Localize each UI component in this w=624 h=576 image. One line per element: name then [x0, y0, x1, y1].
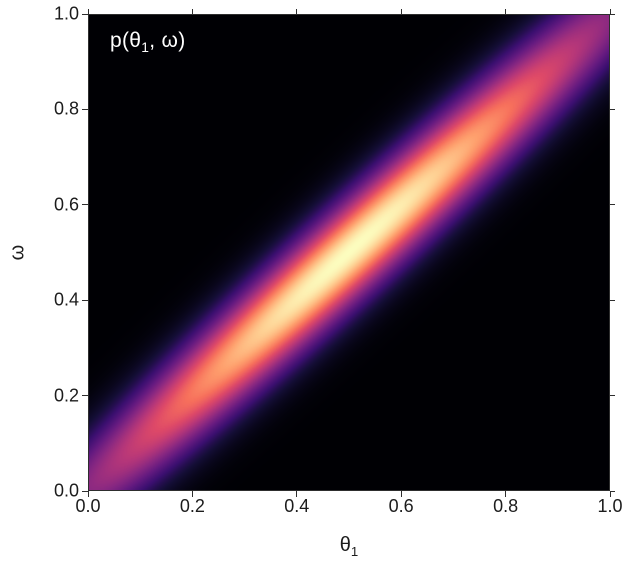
y-axis-label: ω — [6, 244, 29, 261]
plot-area: p(θ1, ω) — [88, 14, 610, 491]
tick-mark — [191, 9, 193, 14]
x-tick-label: 0.4 — [284, 496, 310, 516]
y-tick-label: 1.0 — [53, 3, 79, 24]
annotation-text-suffix: , ω) — [149, 29, 186, 52]
x-tick-label: 1.0 — [597, 496, 623, 516]
tick-mark — [610, 299, 615, 301]
tick-mark — [82, 204, 88, 206]
tick-mark — [505, 491, 507, 497]
tick-mark — [87, 491, 89, 497]
y-tick-label: 0.8 — [53, 99, 79, 120]
x-tick-label: 0.0 — [75, 496, 101, 516]
tick-mark — [82, 13, 88, 15]
y-tick-label: 0.0 — [53, 480, 79, 501]
tick-mark — [296, 9, 298, 14]
tick-mark — [296, 491, 298, 497]
tick-mark — [610, 204, 615, 206]
tick-mark — [505, 9, 507, 14]
x-tick-label: 0.2 — [179, 496, 205, 516]
y-axis-label-strip: ω — [0, 14, 36, 491]
density-annotation: p(θ1, ω) — [110, 29, 186, 55]
x-axis-label: θ1 — [88, 534, 610, 559]
y-tick-label: 0.4 — [53, 289, 79, 310]
tick-mark — [610, 490, 615, 492]
x-axis-label-text: θ — [339, 534, 351, 556]
tick-mark — [400, 491, 402, 497]
tick-mark — [400, 9, 402, 14]
x-tick-label: 0.6 — [388, 496, 414, 516]
y-tick-label: 0.6 — [53, 194, 79, 215]
y-tick-label: 0.2 — [53, 385, 79, 406]
tick-mark — [610, 108, 615, 110]
heatmap-canvas — [89, 15, 609, 490]
tick-mark — [610, 13, 615, 15]
tick-mark — [609, 9, 611, 14]
tick-mark — [82, 395, 88, 397]
tick-mark — [82, 108, 88, 110]
tick-mark — [191, 491, 193, 497]
x-axis-label-subscript: 1 — [350, 544, 359, 559]
tick-mark — [82, 490, 88, 492]
tick-mark — [82, 299, 88, 301]
tick-mark — [87, 9, 89, 14]
tick-mark — [610, 395, 615, 397]
tick-mark — [609, 491, 611, 497]
annotation-text-prefix: p(θ — [110, 29, 142, 52]
annotation-subscript: 1 — [141, 39, 150, 56]
x-tick-label: 0.8 — [493, 496, 519, 516]
